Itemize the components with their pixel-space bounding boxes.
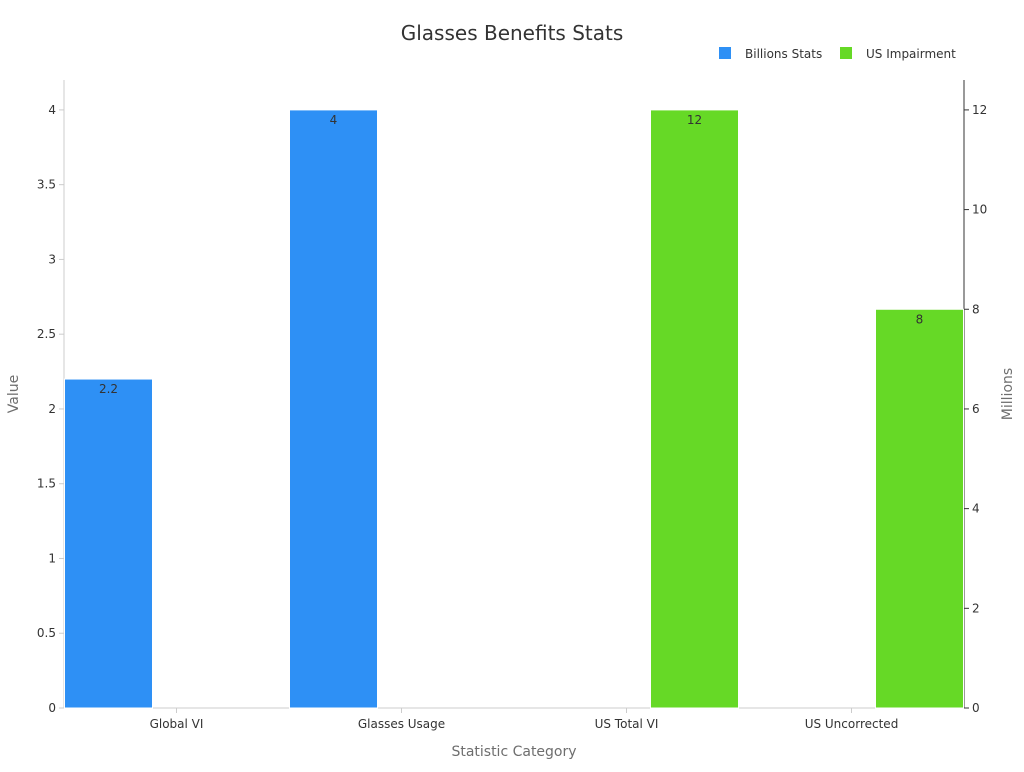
legend-label-us-impairment: US Impairment [866,47,956,61]
left-y-tick-label: 3.5 [37,178,56,192]
left-y-tick-label: 1 [48,551,56,565]
right-y-tick-label: 0 [972,701,980,715]
right-y-tick-label: 8 [972,302,980,316]
left-y-tick-label: 2.5 [37,327,56,341]
legend-swatch-us-impairment [840,47,852,59]
data-label-us-total-vi: 12 [687,113,702,127]
right-y-tick-label: 4 [972,502,980,516]
left-y-tick-label: 1.5 [37,477,56,491]
y2-axis-title: Millions [1000,368,1016,420]
right-y-tick-label: 6 [972,402,980,416]
data-label-us-uncorrected: 8 [916,312,924,326]
x-tick-label-glasses-usage: Glasses Usage [358,717,445,731]
y-axis-title: Value [6,375,22,413]
bar-us-impairment-us-total-vi [650,109,739,709]
right-y-tick-label: 10 [972,203,987,217]
right-y-tick-label: 2 [972,601,980,615]
bar-us-impairment-us-uncorrected [875,308,964,709]
left-y-tick-label: 2 [48,402,56,416]
bars [64,109,964,709]
left-y-ticks: 0 0.5 1 1.5 2 2.5 3 3.5 4 [37,103,64,715]
legend-label-billions-stats: Billions Stats [745,47,822,61]
x-axis-title: Statistic Category [451,744,576,760]
x-tick-label-us-total-vi: US Total VI [595,717,659,731]
bar-labels: 2.2 4 12 8 [99,113,923,396]
bar-billions-stats-glasses-usage [289,109,378,709]
legend-swatch-billions-stats [719,47,731,59]
x-ticks: Global VI Glasses Usage US Total VI US Unco… [150,708,899,731]
x-tick-label-global-vi: Global VI [150,717,204,731]
left-y-tick-label: 4 [48,103,56,117]
legend: Billions Stats US Impairment [719,47,956,61]
bar-billions-stats-global-vi [64,378,153,709]
right-y-ticks: 0 2 4 6 8 10 12 [964,103,987,715]
axes [63,80,965,709]
data-label-glasses-usage: 4 [330,113,338,127]
chart-title: Glasses Benefits Stats [401,21,624,45]
right-y-tick-label: 12 [972,103,987,117]
left-y-tick-label: 0 [48,701,56,715]
left-y-tick-label: 3 [48,252,56,266]
left-y-tick-label: 0.5 [37,626,56,640]
x-tick-label-us-uncorrected: US Uncorrected [805,717,899,731]
data-label-global-vi: 2.2 [99,382,118,396]
